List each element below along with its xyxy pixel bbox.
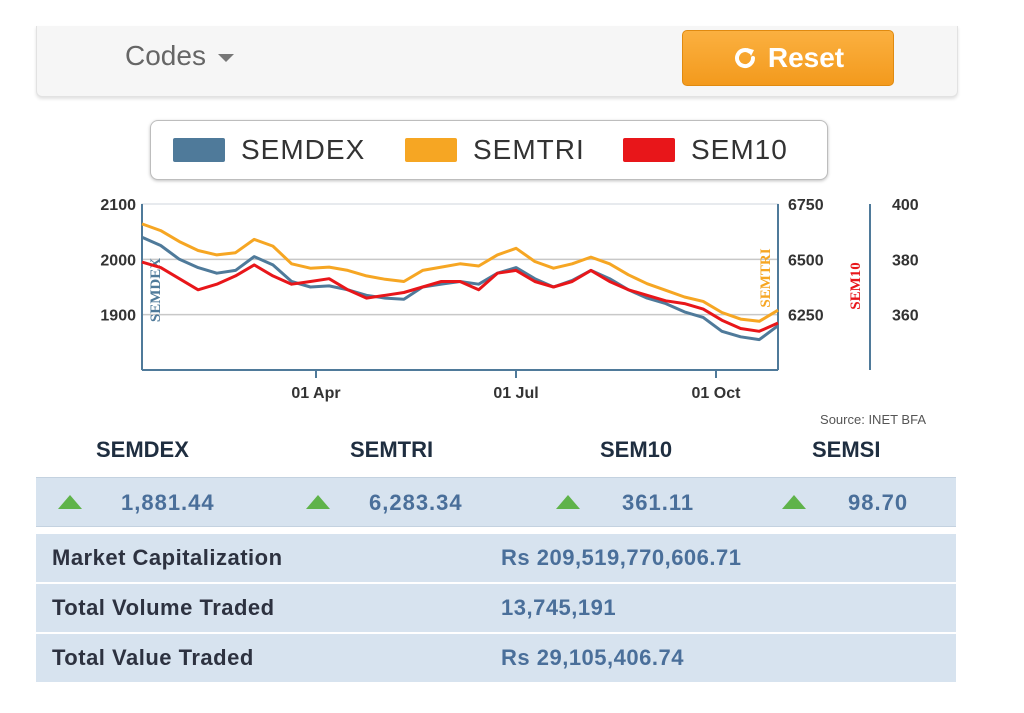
index-header-semsi: SEMSI — [812, 437, 881, 462]
mid-axis-label: SEMTRI — [758, 248, 774, 307]
legend-item-sem10[interactable]: SEM10 — [623, 134, 788, 166]
left-axis-tick: 2100 — [100, 197, 136, 214]
index-value-sem10: 361.11 — [622, 490, 695, 515]
stats-value: Rs 29,105,406.74 — [501, 645, 684, 670]
stats-label: Market Capitalization — [52, 545, 283, 570]
left-axis-label: SEMDEX — [148, 258, 164, 322]
stats-row-value: Total Value Traded Rs 29,105,406.74 — [36, 634, 956, 684]
toolbar-panel: Codes Reset — [36, 26, 958, 97]
stats-row-market-cap: Market Capitalization Rs 209,519,770,606… — [36, 534, 956, 584]
legend-swatch — [623, 138, 675, 162]
legend-swatch — [173, 138, 225, 162]
legend-swatch — [405, 138, 457, 162]
right-axis-tick: 400 — [892, 197, 919, 214]
mid-axis-tick: 6500 — [788, 252, 824, 269]
index-value-semtri: 6,283.34 — [369, 490, 463, 515]
index-value-semsi: 98.70 — [848, 490, 909, 515]
up-arrow-icon — [306, 495, 330, 509]
reset-button[interactable]: Reset — [682, 30, 894, 86]
left-axis-tick: 1900 — [100, 308, 136, 325]
up-arrow-icon — [782, 495, 806, 509]
x-tick-label: 01 Jul — [493, 385, 538, 402]
caret-down-icon — [217, 54, 234, 62]
series-line-semtri — [141, 222, 779, 323]
index-values-row: 1,881.44 6,283.34 361.11 98.70 — [36, 477, 956, 527]
index-header-semtri: SEMTRI — [350, 437, 434, 462]
up-arrow-icon — [58, 495, 82, 509]
stats-value: 13,745,191 — [501, 595, 617, 620]
legend-item-semdex[interactable]: SEMDEX — [173, 134, 365, 166]
codes-label: Codes — [125, 40, 206, 71]
legend-label: SEM10 — [691, 134, 788, 165]
stats-value: Rs 209,519,770,606.71 — [501, 545, 742, 570]
right-axis-label: SEM10 — [848, 262, 864, 310]
right-axis-tick: 380 — [892, 252, 919, 269]
stats-label: Total Value Traded — [52, 645, 254, 670]
index-header-sem10: SEM10 — [600, 437, 673, 462]
plot-area — [141, 203, 779, 371]
x-tick-label: 01 Apr — [291, 385, 340, 402]
x-tick-label: 01 Oct — [692, 385, 742, 402]
up-arrow-icon — [556, 495, 580, 509]
left-axis-tick: 2000 — [100, 252, 136, 269]
right-axis-tick: 360 — [892, 308, 919, 325]
mid-axis-tick: 6250 — [788, 308, 824, 325]
refresh-icon — [734, 48, 755, 68]
index-header-semdex: SEMDEX — [96, 437, 189, 462]
stats-label: Total Volume Traded — [52, 595, 275, 620]
legend-item-semtri[interactable]: SEMTRI — [405, 134, 585, 166]
codes-dropdown[interactable]: Codes — [125, 40, 234, 72]
legend-label: SEMDEX — [241, 134, 366, 165]
chart-legend: SEMDEX SEMTRI SEM10 — [150, 120, 828, 180]
stats-row-volume: Total Volume Traded 13,745,191 — [36, 584, 956, 634]
mid-axis-tick: 6750 — [788, 197, 824, 214]
chart-source: Source: INET BFA — [820, 412, 926, 427]
index-chart: 2100 2000 1900 6750 6500 6250 400 380 360 SEMDEX S… — [100, 197, 926, 427]
reset-label: Reset — [767, 42, 845, 73]
index-value-semdex: 1,881.44 — [121, 490, 215, 515]
legend-label: SEMTRI — [473, 134, 585, 165]
series-line-sem10 — [141, 260, 779, 333]
